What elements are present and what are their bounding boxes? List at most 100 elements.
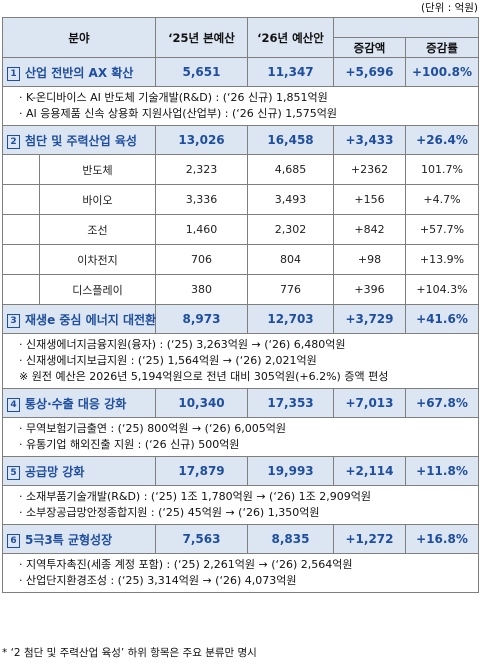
category-2025-value: 17,879: [155, 456, 248, 486]
category-2025-value: 7,563: [155, 524, 248, 554]
category-detail-cell: · 신재생에너지금융지원(융자) : (‘25) 3,263억원 → (‘26)…: [2, 333, 479, 389]
category-row: 5 공급망 강화 17,879 19,993 +2,114 +11.8%: [2, 456, 479, 486]
subcategory-name-cell: 디스플레이: [2, 274, 156, 305]
subcategory-name: 조선: [87, 223, 108, 237]
category-name: 산업 전반의 AX 확산: [25, 65, 134, 80]
category-detail-cell: · 지역투자촉진(세종 계정 포함) : (‘25) 2,261억원 → (‘2…: [2, 553, 479, 593]
subcategory-change-amount: +396: [333, 274, 406, 305]
detail-line: · 신재생에너지보급지원 : (‘25) 1,564억원 → (‘26) 2,0…: [19, 354, 317, 367]
subcategory-change-rate: +57.7%: [405, 214, 479, 245]
category-name: 첨단 및 주력산업 육성: [25, 133, 137, 148]
subcategory-2026-value: 776: [247, 274, 334, 305]
category-2025-value: 13,026: [155, 125, 248, 155]
detail-line: · 신재생에너지금융지원(융자) : (‘25) 3,263억원 → (‘26)…: [19, 338, 346, 351]
category-name: 5극3특 균형성장: [25, 532, 113, 547]
header-row-1: 분야 ‘25년 본예산 ‘26년 예산안: [2, 17, 479, 58]
subcategory-2026-value: 804: [247, 244, 334, 275]
subcategory-name: 반도체: [82, 163, 113, 177]
detail-line: · 소부장공급망안정종합지원 : (‘25) 45억원 → (‘26) 1,35…: [19, 506, 320, 519]
category-row: 4 통상·수출 대응 강화 10,340 17,353 +7,013 +67.8%: [2, 388, 479, 418]
header-2026: ‘26년 예산안: [247, 17, 334, 58]
category-2025-value: 5,651: [155, 57, 248, 87]
detail-line: · 산업단지환경조성 : (‘25) 3,314억원 → (‘26) 4,073…: [19, 574, 297, 587]
category-change-rate: +41.6%: [405, 304, 479, 334]
subcategory-2025-value: 380: [155, 274, 248, 305]
category-row: 3 재생e 중심 에너지 대전환 8,973 12,703 +3,729 +41.6%: [2, 304, 479, 334]
subcategory-row: 반도체 2,323 4,685 +2362 101.7%: [2, 154, 479, 185]
category-change-rate: +11.8%: [405, 456, 479, 486]
subcategory-change-amount: +156: [333, 184, 406, 215]
category-number-badge: 6: [7, 533, 20, 548]
category-number-badge: 2: [7, 134, 20, 149]
category-2025-value: 8,973: [155, 304, 248, 334]
category-name: 통상·수출 대응 강화: [25, 396, 127, 411]
subcategory-change-rate: +13.9%: [405, 244, 479, 275]
detail-line: · 무역보험기금출연 : (‘25) 800억원 → (‘26) 6,005억원: [19, 422, 286, 435]
category-name-cell: 3 재생e 중심 에너지 대전환: [2, 304, 157, 334]
subcategory-name-cell: 바이오: [2, 184, 156, 215]
category-2026-value: 16,458: [247, 125, 334, 155]
category-detail-row: · 지역투자촉진(세종 계정 포함) : (‘25) 2,261억원 → (‘2…: [2, 553, 479, 593]
detail-line: ※ 원전 예산은 2026년 5,194억원으로 전년 대비 305억원(+6.…: [19, 370, 389, 383]
category-2026-value: 19,993: [247, 456, 334, 486]
subcategory-change-rate: +104.3%: [405, 274, 479, 305]
header-row-2: 증감액 증감률: [3, 37, 479, 58]
category-name-cell: 6 5극3특 균형성장: [2, 524, 156, 554]
category-name: 재생e 중심 에너지 대전환: [25, 312, 157, 327]
category-change-amount: +3,433: [333, 125, 406, 155]
category-change-rate: +16.8%: [405, 524, 479, 554]
unit-label: (단위 : 억원): [420, 2, 478, 14]
subcategory-row: 조선 1,460 2,302 +842 +57.7%: [2, 214, 479, 245]
subcategory-indent: [3, 215, 40, 244]
category-2025-value: 10,340: [155, 388, 248, 418]
header-category: 분야: [2, 17, 156, 58]
category-change-amount: +5,696: [333, 57, 406, 87]
detail-line: · AI 응용제품 신속 상용화 지원사업(산업부) : (‘26 신규) 1,…: [19, 107, 337, 120]
category-row: 1 산업 전반의 AX 확산 5,651 11,347 +5,696 +100.8%: [2, 57, 479, 87]
detail-line: · 소재부품기술개발(R&D) : (‘25) 1조 1,780억원 → (‘2…: [19, 490, 371, 503]
subcategory-name-cell: 반도체: [2, 154, 156, 185]
subcategory-name: 디스플레이: [72, 283, 123, 297]
category-detail-row: · 신재생에너지금융지원(융자) : (‘25) 3,263억원 → (‘26)…: [2, 333, 479, 389]
category-2026-value: 12,703: [247, 304, 334, 334]
subcategory-change-amount: +2362: [333, 154, 406, 185]
category-detail-row: · 소재부품기술개발(R&D) : (‘25) 1조 1,780억원 → (‘2…: [2, 485, 479, 525]
subcategory-indent: [3, 275, 40, 304]
subcategory-name-cell: 이차전지: [2, 244, 156, 275]
detail-line: · 유통기업 해외진출 지원 : (‘26 신규) 500억원: [19, 438, 240, 451]
header-change-amount: 증감액: [333, 37, 406, 58]
category-2026-value: 17,353: [247, 388, 334, 418]
subcategory-change-amount: +842: [333, 214, 406, 245]
category-name-cell: 1 산업 전반의 AX 확산: [2, 57, 156, 87]
category-detail-cell: · 무역보험기금출연 : (‘25) 800억원 → (‘26) 6,005억원…: [2, 417, 479, 457]
category-number-badge: 3: [7, 313, 20, 328]
category-name-cell: 4 통상·수출 대응 강화: [2, 388, 156, 418]
subcategory-2025-value: 706: [155, 244, 248, 275]
subcategory-row: 바이오 3,336 3,493 +156 +4.7%: [2, 184, 479, 215]
subcategory-indent: [3, 245, 40, 274]
budget-table: 분야 ‘25년 본예산 ‘26년 예산안 증감액 증감률 1 산업 전반의 AX …: [2, 17, 479, 593]
detail-line: · 지역투자촉진(세종 계정 포함) : (‘25) 2,261억원 → (‘2…: [19, 558, 353, 571]
subcategory-2026-value: 4,685: [247, 154, 334, 185]
header-change-rate: 증감률: [405, 37, 479, 58]
category-detail-row: · 무역보험기금출연 : (‘25) 800억원 → (‘26) 6,005억원…: [2, 417, 479, 457]
category-change-amount: +2,114: [333, 456, 406, 486]
category-detail-cell: · K-온디바이스 AI 반도체 기술개발(R&D) : (‘26 신규) 1,…: [2, 86, 479, 126]
subcategory-2025-value: 1,460: [155, 214, 248, 245]
category-row: 6 5극3특 균형성장 7,563 8,835 +1,272 +16.8%: [2, 524, 479, 554]
subcategory-name-cell: 조선: [2, 214, 156, 245]
subcategory-2025-value: 2,323: [155, 154, 248, 185]
subcategory-name: 바이오: [82, 193, 113, 207]
category-change-amount: +1,272: [333, 524, 406, 554]
category-2026-value: 11,347: [247, 57, 334, 87]
detail-line: · K-온디바이스 AI 반도체 기술개발(R&D) : (‘26 신규) 1,…: [19, 91, 328, 104]
subcategory-2025-value: 3,336: [155, 184, 248, 215]
subcategory-change-amount: +98: [333, 244, 406, 275]
category-change-amount: +3,729: [333, 304, 406, 334]
header-change-group: [333, 17, 479, 38]
category-row: 2 첨단 및 주력산업 육성 13,026 16,458 +3,433 +26.4%: [2, 125, 479, 155]
subcategory-2026-value: 2,302: [247, 214, 334, 245]
subcategory-name: 이차전지: [77, 253, 118, 267]
subcategory-row: 디스플레이 380 776 +396 +104.3%: [2, 274, 479, 305]
category-number-badge: 5: [7, 465, 20, 480]
